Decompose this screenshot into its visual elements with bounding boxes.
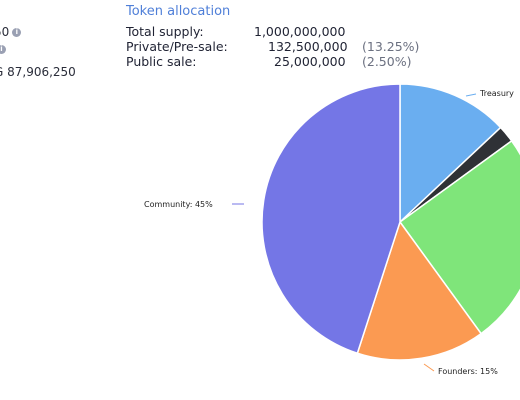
pie-slice-founders[interactable] [356,220,483,361]
pie-slice-community[interactable] [261,83,401,355]
supply-value: 132,500,000 [268,39,348,54]
supply-label: Private/Pre-sale: [126,39,228,54]
supply-label: Total supply: [126,24,204,39]
info-icon[interactable]: i [12,27,22,37]
supply-percent: (13.25%) [362,39,420,54]
left-summary-row: i [0,45,6,54]
supply-label: Public sale: [126,54,197,69]
pie-slice-treasury[interactable] [399,83,502,224]
left-summary-value: 50 [0,25,10,39]
supply-value: 25,000,000 [274,54,346,69]
label-leader-line [465,93,477,97]
left-summary-row: G 87,906,250 [0,65,76,79]
pie-slice-label: Treasury [479,89,514,98]
left-summary: 50 i i G 87,906,250 [0,0,110,100]
pie-slice-label: Community: 45% [144,200,213,209]
info-icon[interactable]: i [0,45,6,54]
left-summary-row: 50 i [0,25,22,39]
supply-percent: (2.50%) [362,54,412,69]
left-summary-value: G 87,906,250 [0,65,76,79]
label-leader-line [423,363,435,372]
supply-value: 1,000,000,000 [254,24,346,39]
pie-slice-label: Founders: 15% [438,367,498,376]
pie-slice-2[interactable] [398,139,520,335]
token-allocation-title: Token allocation [126,4,231,19]
